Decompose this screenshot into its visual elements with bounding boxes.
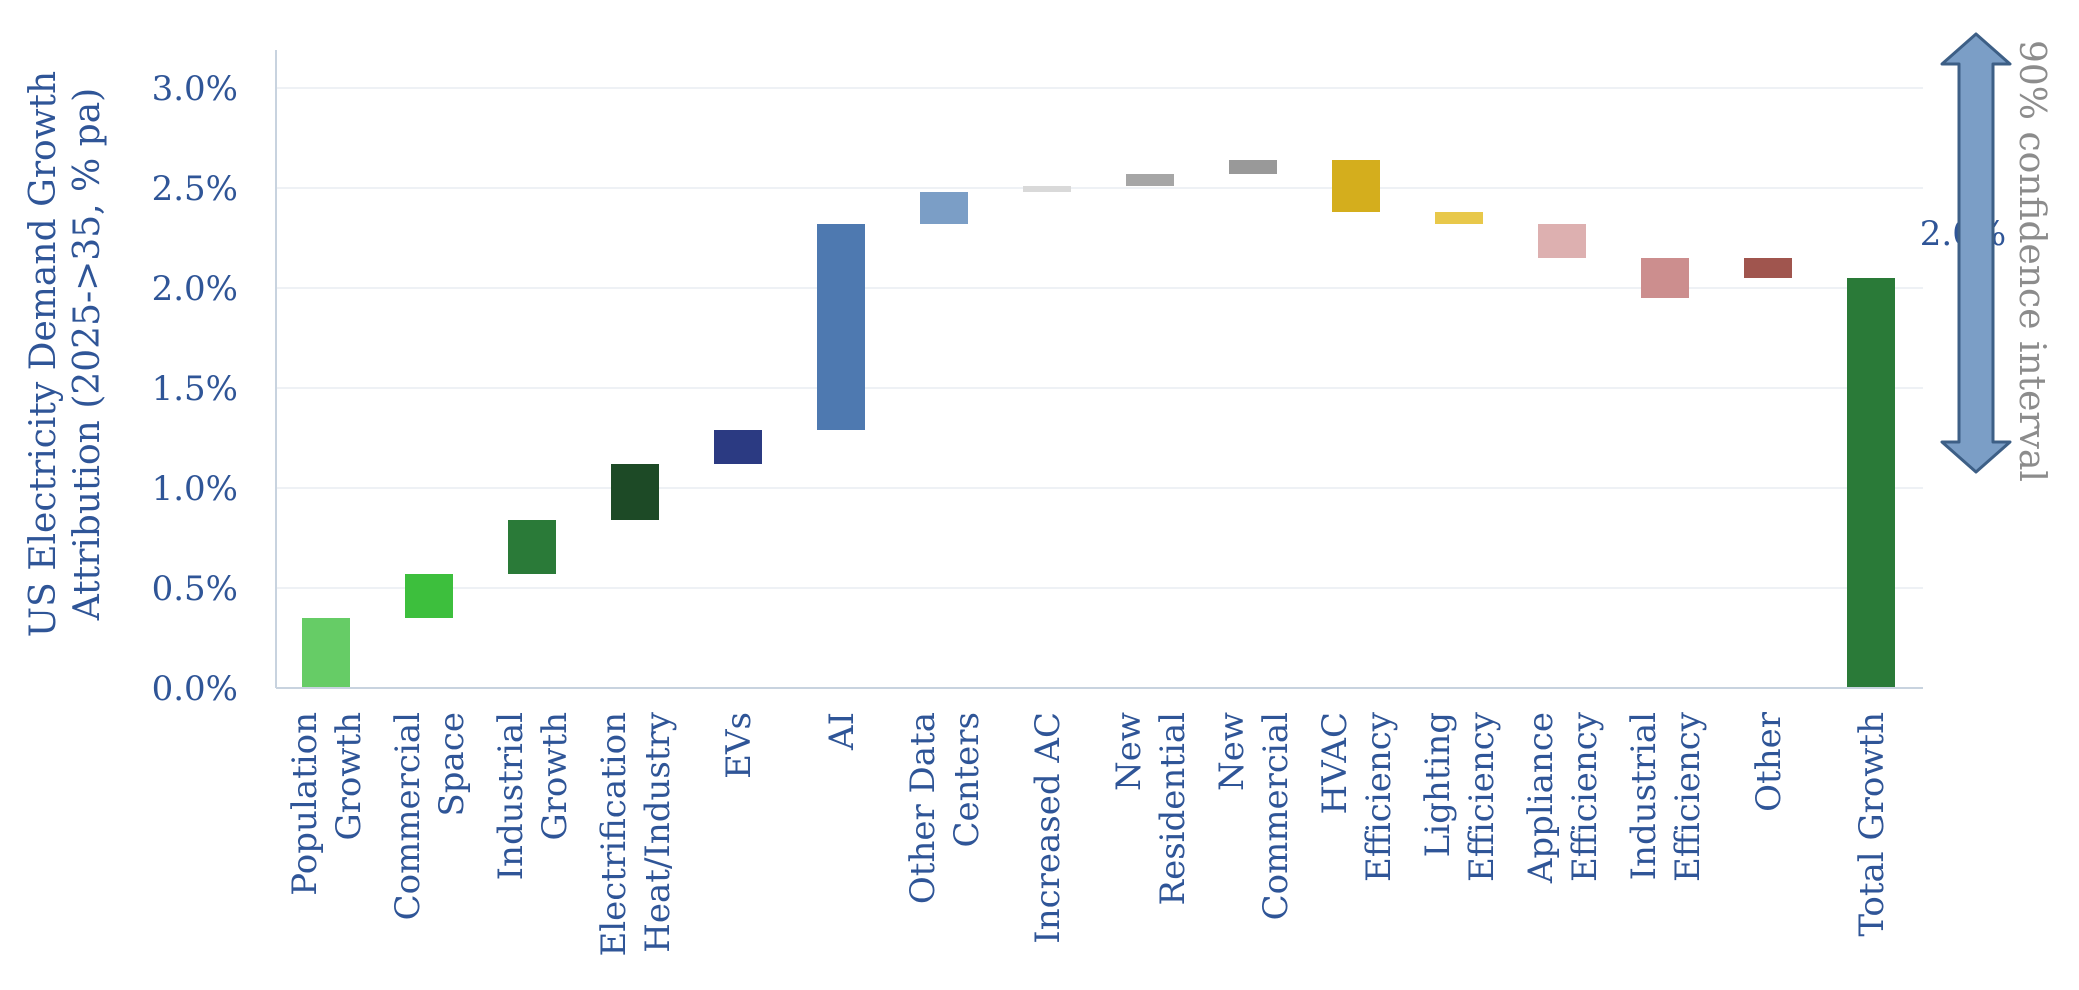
x-tick-label: Other Data Centers	[903, 712, 987, 904]
x-tick-label: Total Growth	[1852, 712, 1892, 937]
x-tick-label: Increased AC	[1028, 712, 1068, 944]
y-axis-title-line-1: US Electricity Demand Growth	[23, 71, 64, 637]
x-tick-label-line: Growth	[535, 712, 575, 841]
y-tick-label: 3.0%	[152, 69, 238, 109]
x-tick-label-line: Commercial	[388, 712, 428, 920]
x-tick-label-line: Centers	[947, 712, 987, 848]
bar-commercial-space	[405, 574, 453, 618]
bar-new-residential	[1126, 174, 1174, 186]
x-tick-label-line: Heat/Industry	[638, 711, 678, 953]
x-tick-label-line: New	[1109, 712, 1149, 791]
x-tick-label-line: Total Growth	[1852, 712, 1892, 937]
bars	[302, 160, 1895, 688]
bar-evs	[714, 430, 762, 464]
x-tick-label-line: Industrial	[491, 712, 531, 880]
x-tick-label: Other	[1749, 711, 1789, 812]
x-tick-label: Lighting Efficiency	[1418, 711, 1502, 882]
x-tick-label: EVs	[719, 712, 759, 779]
x-tick-label-line: Growth	[329, 712, 369, 841]
x-tick-label-line: AI	[822, 712, 862, 751]
x-tick-label-line: New	[1212, 712, 1252, 791]
x-tick-label-line: Increased AC	[1028, 712, 1068, 944]
x-tick-label: New Commercial	[1212, 712, 1296, 920]
x-tick-label-line: Population	[285, 712, 325, 896]
bar-industrial-growth	[508, 520, 556, 574]
y-tick-label: 2.0%	[152, 269, 238, 309]
bar-lighting-efficiency	[1435, 212, 1483, 224]
bar-ai	[817, 224, 865, 430]
x-tick-label-line: Industrial	[1624, 712, 1664, 880]
x-tick-label: HVAC Efficiency	[1315, 711, 1399, 882]
x-tick-label-line: Space	[432, 712, 472, 817]
bar-hvac-efficiency	[1332, 160, 1380, 212]
y-tick-label: 0.0%	[152, 669, 238, 709]
x-tick-label-line: Efficiency	[1359, 711, 1399, 882]
confidence-interval-label: 90% confidence interval	[2011, 40, 2052, 482]
confidence-interval-arrow-icon	[1940, 32, 2012, 474]
x-tick-label-line: Lighting	[1418, 712, 1458, 857]
bar-total-growth	[1847, 278, 1895, 688]
y-axis-title-line-2: Attribution (2025->35, % pa)	[67, 88, 108, 621]
x-tick-label-line: Electrification	[594, 712, 634, 957]
x-tick-label-line: Other	[1749, 711, 1789, 812]
x-tick-label-line: Commercial	[1256, 712, 1296, 920]
bar-increased-ac	[1023, 186, 1071, 192]
x-tick-label-line: Efficiency	[1668, 711, 1708, 882]
x-tick-label-line: Appliance	[1521, 712, 1561, 884]
bar-population-growth	[302, 618, 350, 688]
bar-electrification-heat-industry	[611, 464, 659, 520]
x-tick-label: Population Growth	[285, 712, 369, 896]
y-tick-label: 2.5%	[152, 169, 238, 209]
x-tick-label: Appliance Efficiency	[1521, 711, 1605, 884]
y-tick-label: 1.5%	[152, 369, 238, 409]
x-tick-label: Electrification Heat/Industry	[594, 711, 678, 956]
x-tick-label-line: HVAC	[1315, 712, 1355, 814]
x-tick-label-line: EVs	[719, 712, 759, 779]
x-tick-label-line: Other Data	[903, 712, 943, 904]
y-tick-labels: 0.0% 0.5% 1.0% 1.5% 2.0% 2.5% 3.0%	[152, 69, 238, 709]
y-tick-label: 1.0%	[152, 469, 238, 509]
bar-other-data-centers	[920, 192, 968, 224]
x-tick-label-line: Efficiency	[1565, 711, 1605, 882]
x-tick-labels: Population Growth Commercial Space Industria…	[285, 711, 1892, 956]
gridlines	[276, 87, 1923, 589]
x-tick-label-line: Efficiency	[1462, 711, 1502, 882]
x-tick-label: New Residential	[1109, 712, 1193, 906]
x-tick-label: AI	[822, 712, 862, 751]
bar-other	[1744, 258, 1792, 278]
y-axis-title: US Electricity Demand Growth Attribution…	[23, 71, 108, 637]
y-tick-label: 0.5%	[152, 569, 238, 609]
x-tick-label: Industrial Efficiency	[1624, 711, 1708, 882]
x-tick-label: Commercial Space	[388, 712, 472, 920]
bar-appliance-efficiency	[1538, 224, 1586, 258]
x-tick-label: Industrial Growth	[491, 712, 575, 880]
x-tick-label-line: Residential	[1153, 712, 1193, 906]
bar-new-commercial	[1229, 160, 1277, 174]
bar-industrial-efficiency	[1641, 258, 1689, 298]
